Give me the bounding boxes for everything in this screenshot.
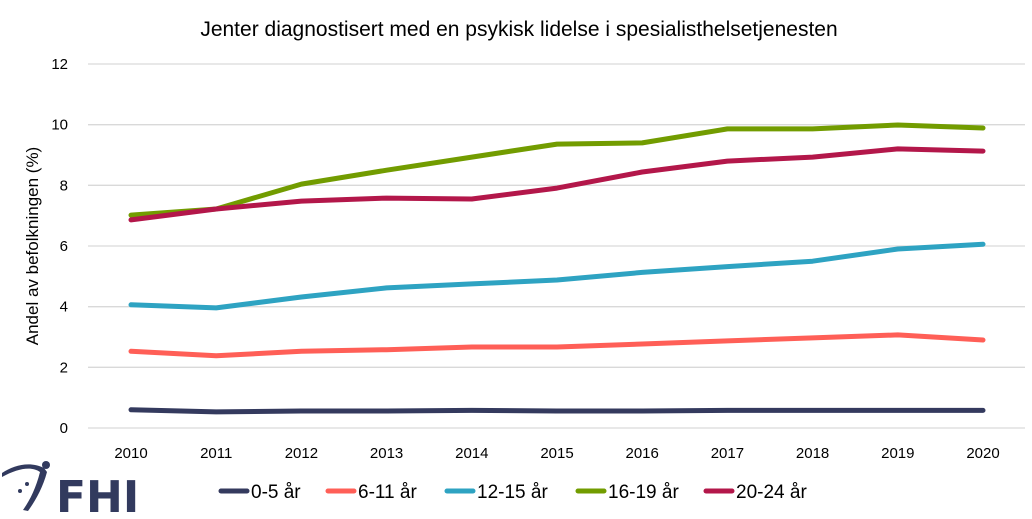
fhi-logo-dot-small-2: [18, 489, 22, 493]
legend-item: 0-5 år: [218, 482, 301, 503]
legend-item: 16-19 år: [575, 482, 679, 503]
series-line-12-15-ar: [128, 241, 986, 311]
series-line-20-24-ar: [128, 146, 986, 223]
x-tick-label: 2013: [370, 445, 403, 462]
legend-label: 0-5 år: [251, 482, 301, 503]
fhi-logo-dot-small-1: [25, 482, 29, 486]
fhi-logo-dot-large: [42, 461, 50, 469]
x-tick-label: 2010: [114, 445, 147, 462]
gridlines: [88, 63, 1025, 429]
y-tick-label: 0: [60, 420, 68, 437]
y-tick-label: 2: [60, 359, 68, 376]
legend-label: 12-15 år: [477, 482, 548, 503]
legend-label: 16-19 år: [608, 482, 679, 503]
legend-label: 20-24 år: [736, 482, 807, 503]
y-tick-label: 8: [60, 177, 68, 194]
series-lines: [128, 122, 986, 415]
series-line-16-19-ar: [128, 122, 986, 218]
y-tick-label: 4: [60, 299, 68, 316]
series-line-0-5-ar: [128, 407, 986, 415]
x-tick-label: 2016: [626, 445, 659, 462]
x-tick-label: 2011: [200, 445, 232, 462]
legend: 0-5 år 6-11 år 12-15 år 16-19 år 20-24 år: [218, 482, 807, 503]
x-tick-label: 2019: [881, 445, 914, 462]
y-axis-label: Andel av befolkningen (%): [23, 147, 42, 345]
x-axis-ticks: 2010 2011 2012 2013 2014 2015 2016 2017 2018 2019…: [114, 445, 999, 462]
x-tick-label: 2015: [540, 445, 573, 462]
series-line-6-11-ar: [128, 332, 986, 359]
legend-label: 6-11 år: [358, 482, 417, 503]
x-tick-label: 2020: [966, 445, 999, 462]
legend-item: 6-11 år: [325, 482, 417, 503]
legend-item: 20-24 år: [703, 482, 807, 503]
fhi-logo-swoosh-icon: [2, 464, 47, 511]
x-tick-label: 2012: [285, 445, 318, 462]
y-tick-label: 12: [51, 56, 68, 73]
x-tick-label: 2017: [711, 445, 744, 462]
fhi-logo: FHI: [2, 461, 139, 519]
fhi-logo-text: FHI: [56, 472, 139, 519]
x-tick-label: 2014: [455, 445, 488, 462]
y-tick-label: 6: [60, 238, 68, 255]
y-axis-ticks: 0 2 4 6 8 10 12: [51, 56, 68, 437]
x-tick-label: 2018: [796, 445, 829, 462]
chart-title: Jenter diagnostisert med en psykisk lide…: [200, 18, 837, 41]
y-tick-label: 10: [51, 117, 68, 134]
legend-item: 12-15 år: [444, 482, 548, 503]
